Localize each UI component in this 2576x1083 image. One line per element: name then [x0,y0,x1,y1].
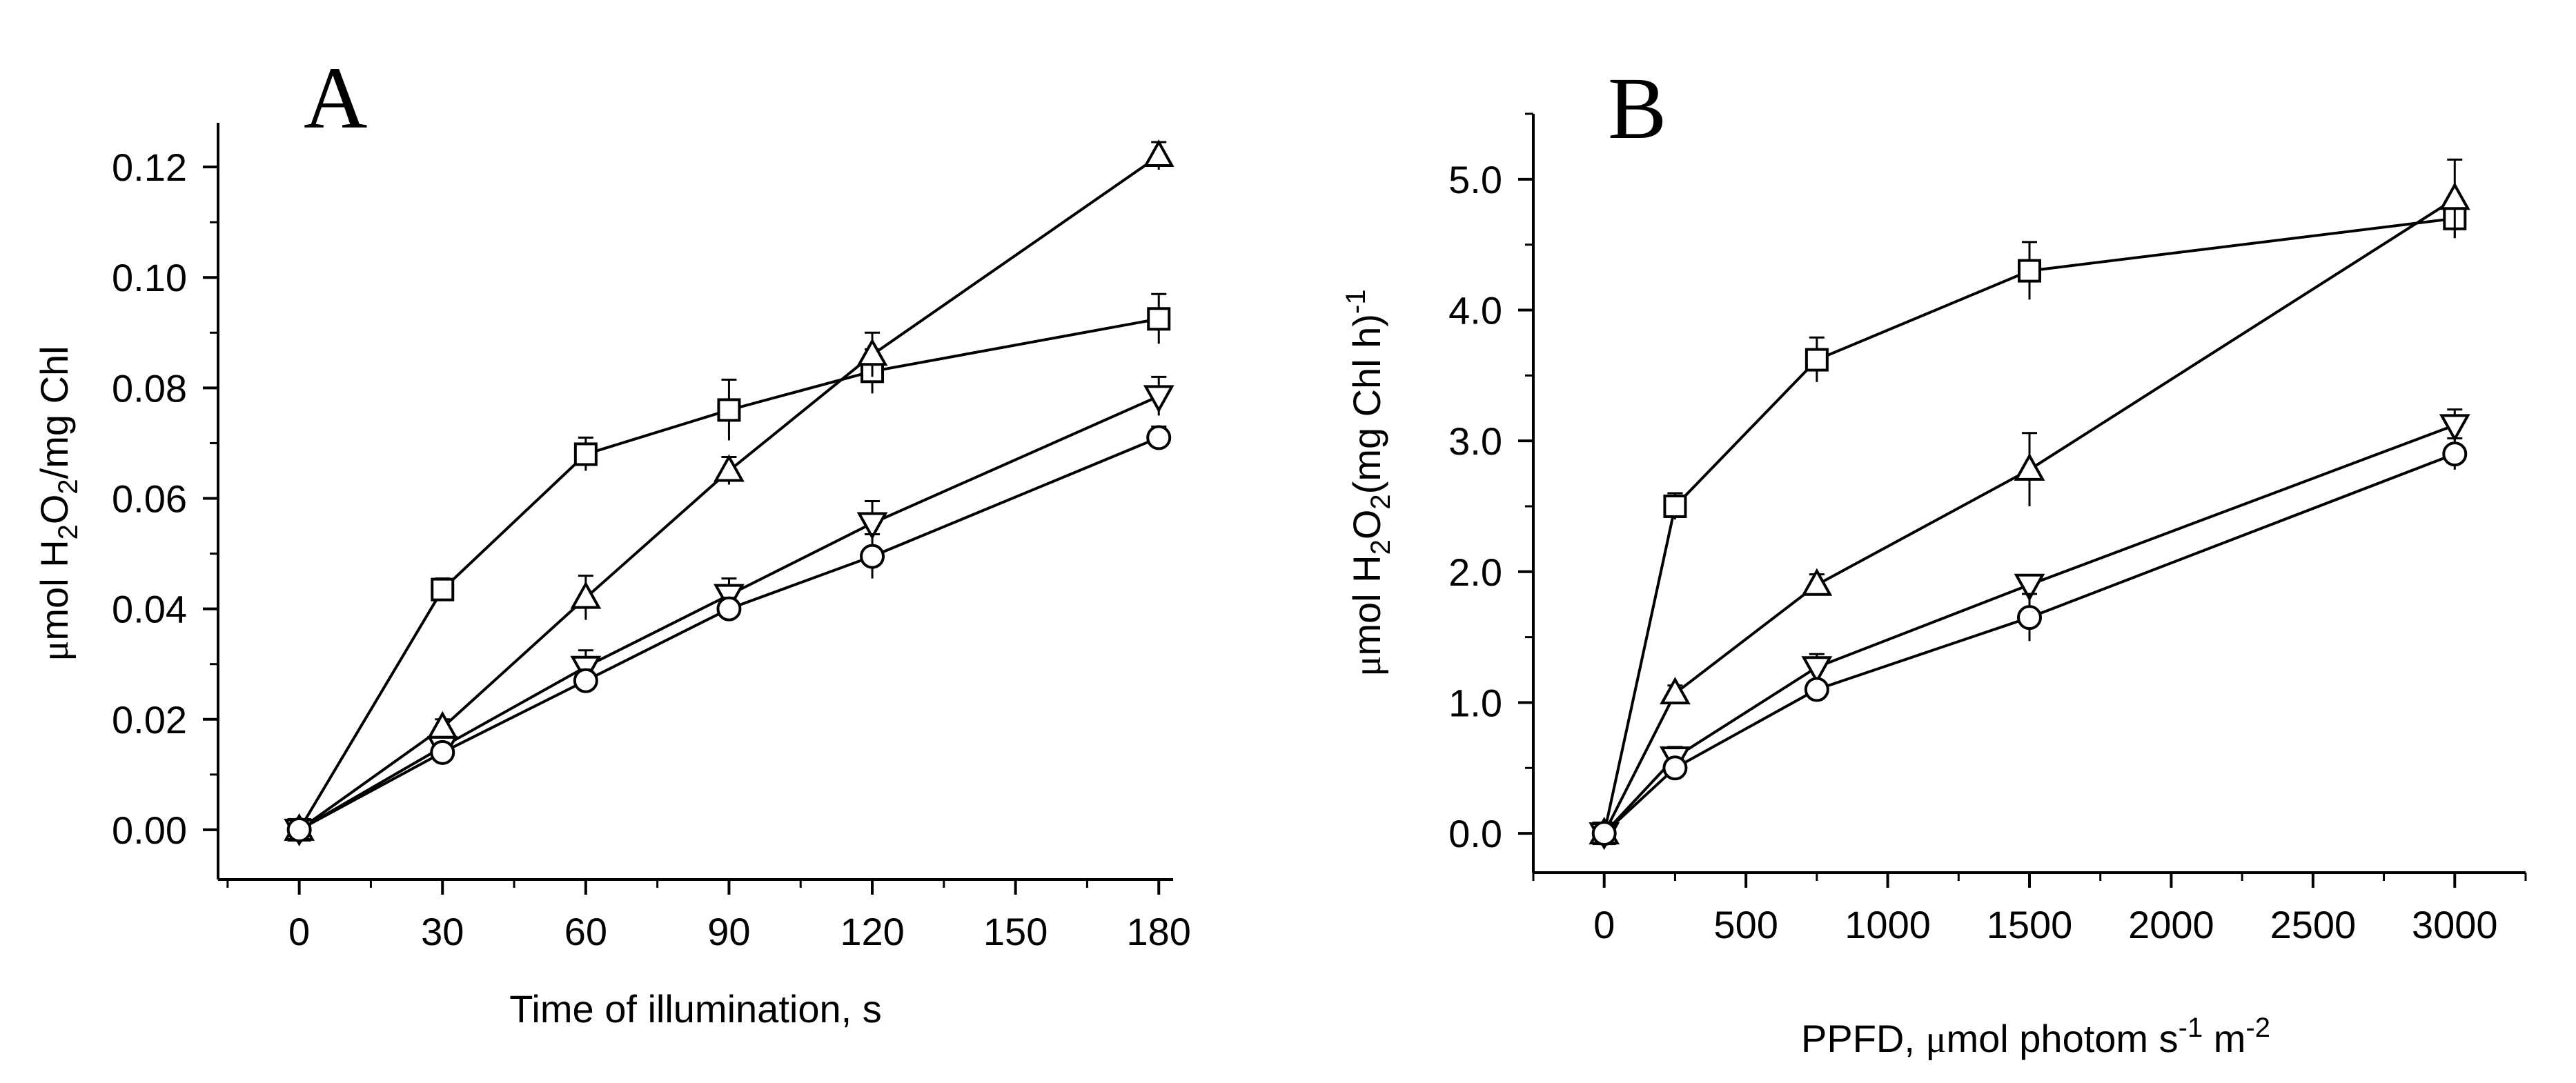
series-line-square [1602,217,2455,834]
series-line-square [297,317,1159,831]
x-tick-label: 0 [1593,903,1615,946]
panel-b-x-axis-title: PPFD, μmol photom s-1 m-2 [1801,1013,2270,1061]
series-square [1592,197,2467,846]
data-point-triangle-up [856,338,888,366]
data-point-triangle-down [856,512,888,540]
x-tick-label: 90 [707,910,750,953]
data-point-square [2018,259,2041,283]
y-tick-label: 4.0 [1448,288,1502,332]
data-point-circle [2442,441,2468,467]
panel-a-y-axis-title: μmol H2O2/mg Chl [32,346,83,661]
data-point-circle [1146,425,1172,450]
data-point-square [1147,307,1171,331]
data-point-circle [1804,677,1829,702]
y-tick-label: 0.0 [1448,812,1502,855]
y-tick-label: 0.00 [112,808,187,852]
y-tick-label: 0.04 [112,588,187,631]
data-point-triangle-up [1143,139,1174,168]
data-point-square [573,442,598,466]
x-tick-label: 30 [421,910,464,953]
x-tick-label: 2500 [2270,903,2357,946]
data-point-circle [2017,605,2042,630]
data-point-triangle-down [1143,385,1174,413]
panel-b-chart: B 0 500 1000 1500 2000 2500 3000 0.0 1.0 2.0 3.0 4… [1341,59,2527,1061]
series-line-triangle-down [298,395,1160,831]
y-tick-label: 0.12 [112,146,187,189]
panel-b-series [1589,158,2470,851]
x-tick-label: 2000 [2128,903,2214,946]
series-line-circle [298,436,1160,831]
y-tick-label: 0.08 [112,366,187,410]
series-line-triangle-up [298,155,1160,831]
panel-a-x-tick-labels: 0 30 60 90 120 150 180 [288,910,1191,953]
panel-a-axes [217,123,1173,881]
data-point-circle [286,817,312,842]
data-point-square [1805,348,1829,372]
panel-a-y-tick-labels: 0.00 0.02 0.04 0.06 0.08 0.10 0.12 [112,146,187,852]
data-point-circle [573,668,598,693]
data-point-triangle-up [570,581,602,609]
x-tick-label: 150 [983,910,1048,953]
series-triangle-up [284,139,1174,841]
data-point-triangle-down [1801,656,1833,684]
x-tick-label: 0 [288,910,310,953]
data-point-square [717,398,741,422]
series-line-circle [1603,453,2456,835]
x-tick-label: 1000 [1845,903,1931,946]
data-point-triangle-up [2014,453,2045,481]
panel-b-x-tick-labels: 0 500 1000 1500 2000 2500 3000 [1593,903,2497,946]
data-point-circle [1662,755,1688,781]
panel-a-x-axis-title: Time of illumination, s [509,987,881,1031]
data-point-circle [716,596,742,622]
x-tick-label: 120 [840,910,904,953]
data-point-triangle-up [2439,182,2470,210]
data-point-triangle-up [1801,568,1833,596]
data-point-square [1663,494,1687,518]
y-tick-label: 1.0 [1448,681,1502,724]
y-tick-label: 0.02 [112,698,187,742]
y-tick-label: 0.10 [112,256,187,299]
data-point-triangle-down [2014,573,2045,602]
data-point-triangle-down [2439,414,2470,442]
y-tick-label: 5.0 [1448,158,1502,201]
data-point-triangle-up [426,711,458,739]
x-tick-label: 60 [564,910,607,953]
x-tick-label: 180 [1127,910,1191,953]
x-tick-label: 1500 [1987,903,2073,946]
panel-b-y-tick-labels: 0.0 1.0 2.0 3.0 4.0 5.0 [1448,158,1502,855]
data-point-circle [860,544,885,569]
x-tick-label: 3000 [2412,903,2498,946]
y-tick-label: 3.0 [1448,419,1502,463]
x-tick-label: 500 [1713,903,1778,946]
panel-a-chart: A 0 30 60 90 120 150 180 0.000.020.040.060.080… [32,49,1191,1031]
data-point-square [431,577,455,602]
series-circle [1591,437,2468,846]
data-point-triangle-up [714,454,745,482]
y-tick-label: 0.06 [112,477,187,520]
panel-a-series [284,139,1174,847]
y-tick-label: 2.0 [1448,550,1502,594]
data-point-triangle-up [1660,677,1691,705]
panel-b-ticks [1518,112,2527,888]
panel-b-y-axis-title: μmol H2O2(mg Chl h)-1 [1341,289,1396,676]
panel-b-label: B [1608,59,1666,157]
panel-a-label: A [304,49,367,147]
series-circle [286,425,1172,842]
data-point-circle [1591,821,1617,846]
panel-a-ticks [203,166,1161,895]
data-point-circle [430,739,455,765]
